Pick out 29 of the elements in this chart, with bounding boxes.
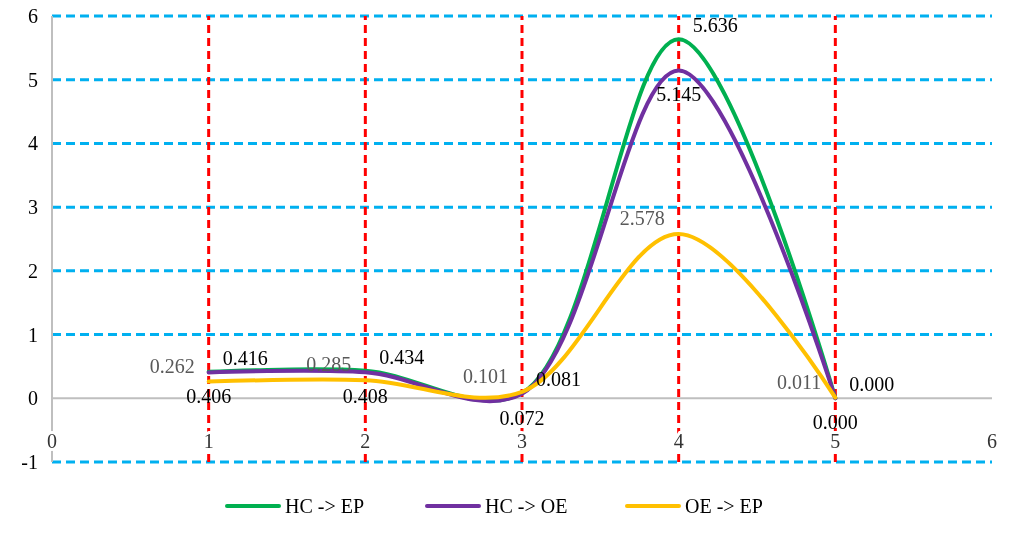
legend-label: HC -> EP — [285, 495, 365, 517]
data-label: 0.416 — [222, 346, 268, 369]
legend-label: HC -> OE — [485, 495, 568, 517]
x-tick-label: 6 — [987, 430, 997, 453]
y-tick-label: 5 — [28, 68, 38, 91]
data-label: 0.101 — [463, 364, 508, 387]
x-tick-label: 1 — [203, 430, 214, 453]
data-label: 2.578 — [619, 207, 665, 230]
y-tick-label: 1 — [28, 323, 38, 346]
data-label: 0.434 — [379, 345, 425, 368]
x-tick-label: 4 — [673, 430, 684, 453]
data-label: 5.145 — [656, 83, 702, 106]
legend-label: OE -> EP — [685, 495, 763, 517]
data-label: 0.011 — [777, 370, 822, 393]
x-tick-label: 2 — [360, 430, 371, 453]
y-tick-label: -1 — [21, 451, 38, 473]
y-tick-label: 2 — [28, 259, 38, 282]
y-tick-label: 6 — [28, 5, 38, 27]
data-label: 0.408 — [342, 385, 388, 408]
x-tick-label: 0 — [47, 430, 57, 453]
y-tick-label: 3 — [28, 196, 38, 219]
data-label: 0.000 — [849, 373, 895, 396]
x-tick-label: 3 — [517, 430, 527, 453]
data-label: 0.406 — [186, 385, 232, 408]
y-tick-label: 0 — [28, 387, 38, 410]
data-label: 0.262 — [149, 354, 195, 377]
data-label: 0.072 — [499, 406, 545, 429]
y-tick-label: 4 — [28, 132, 38, 155]
data-label: 5.636 — [692, 14, 738, 37]
